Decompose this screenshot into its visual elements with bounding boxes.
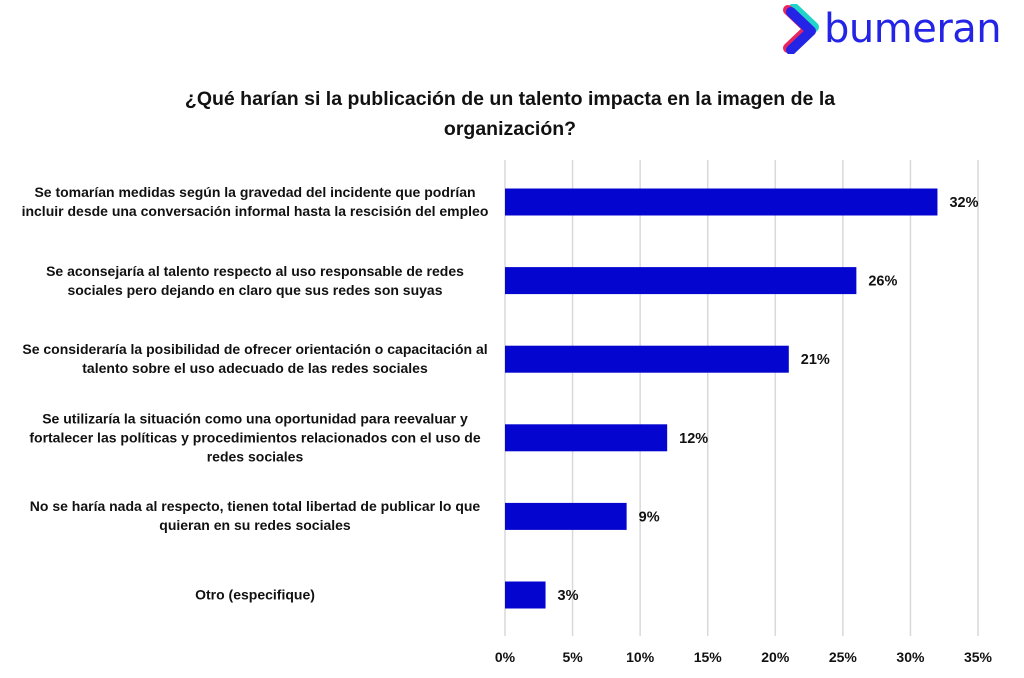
- bumeran-logo: bumeran: [780, 4, 1002, 54]
- category-label: Otro (especifique): [195, 586, 315, 603]
- logo-wordmark: bumeran: [824, 6, 1002, 52]
- bar: [505, 581, 546, 609]
- bar: [505, 502, 627, 530]
- x-tick-label: 20%: [761, 649, 790, 665]
- data-label: 9%: [639, 509, 660, 525]
- category-label: No se haría nada al respecto, tienen tot…: [29, 498, 481, 534]
- x-tick-label: 0%: [495, 649, 516, 665]
- data-label: 26%: [868, 274, 897, 290]
- category-label: Se aconsejaría al talento respecto al us…: [46, 262, 464, 298]
- bar: [505, 267, 857, 295]
- bar: [505, 345, 789, 373]
- data-label: 3%: [558, 588, 579, 604]
- logo-chevron-icon: [783, 4, 819, 54]
- chart-title: ¿Qué harían si la publicación de un tale…: [184, 88, 836, 140]
- x-tick-label: 15%: [694, 649, 723, 665]
- x-tick-label: 5%: [562, 649, 583, 665]
- category-label: Se consideraría la posibilidad de ofrece…: [22, 341, 488, 377]
- bar: [505, 424, 668, 452]
- x-tick-label: 35%: [964, 649, 993, 665]
- data-label: 32%: [949, 195, 978, 211]
- data-label: 12%: [679, 431, 708, 447]
- bar: [505, 188, 938, 216]
- category-label: Se tomarían medidas según la gravedad de…: [21, 184, 489, 219]
- category-label: Se utilizaría la situación como una opor…: [29, 410, 481, 465]
- x-tick-label: 10%: [626, 649, 655, 665]
- x-tick-label: 30%: [896, 649, 925, 665]
- x-tick-label: 25%: [829, 649, 858, 665]
- data-label: 21%: [801, 352, 830, 368]
